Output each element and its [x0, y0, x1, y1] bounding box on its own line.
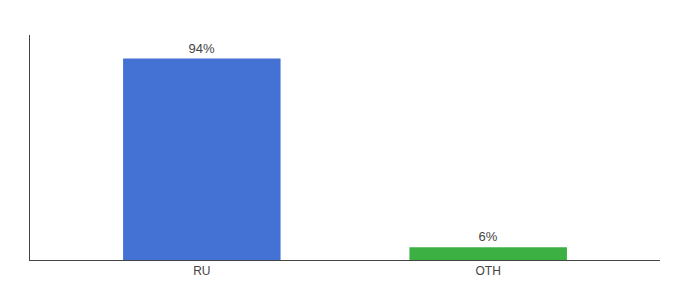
- svg-text:6%: 6%: [479, 229, 498, 244]
- svg-text:OTH: OTH: [476, 264, 501, 278]
- svg-text:RU: RU: [193, 264, 210, 278]
- svg-text:94%: 94%: [189, 41, 215, 56]
